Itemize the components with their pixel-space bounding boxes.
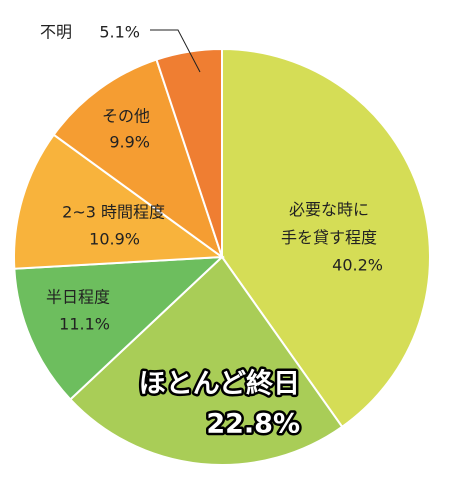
category-label: その他 — [102, 107, 150, 126]
value-label: 9.9% — [109, 133, 150, 152]
value-label: 11.1% — [59, 315, 110, 334]
value-label: 22.8% — [206, 409, 300, 440]
pie-slice — [221, 47, 431, 429]
category-label: 必要な時に手を貸す程度 — [281, 200, 377, 247]
pie-slice — [68, 255, 344, 466]
leader-line — [150, 29, 201, 73]
pie-slice — [52, 58, 224, 260]
category-label: ほとんど終日 — [139, 368, 300, 400]
category-label: 不明 — [40, 23, 72, 42]
value-label: 10.9% — [89, 230, 140, 249]
category-label: 2~3 時間程度 — [62, 203, 165, 222]
pie-slice — [13, 255, 225, 401]
value-label: 5.1% — [99, 23, 140, 42]
value-label: 40.2% — [332, 256, 383, 275]
pie-slice — [13, 133, 225, 270]
category-label: 半日程度 — [46, 288, 110, 307]
